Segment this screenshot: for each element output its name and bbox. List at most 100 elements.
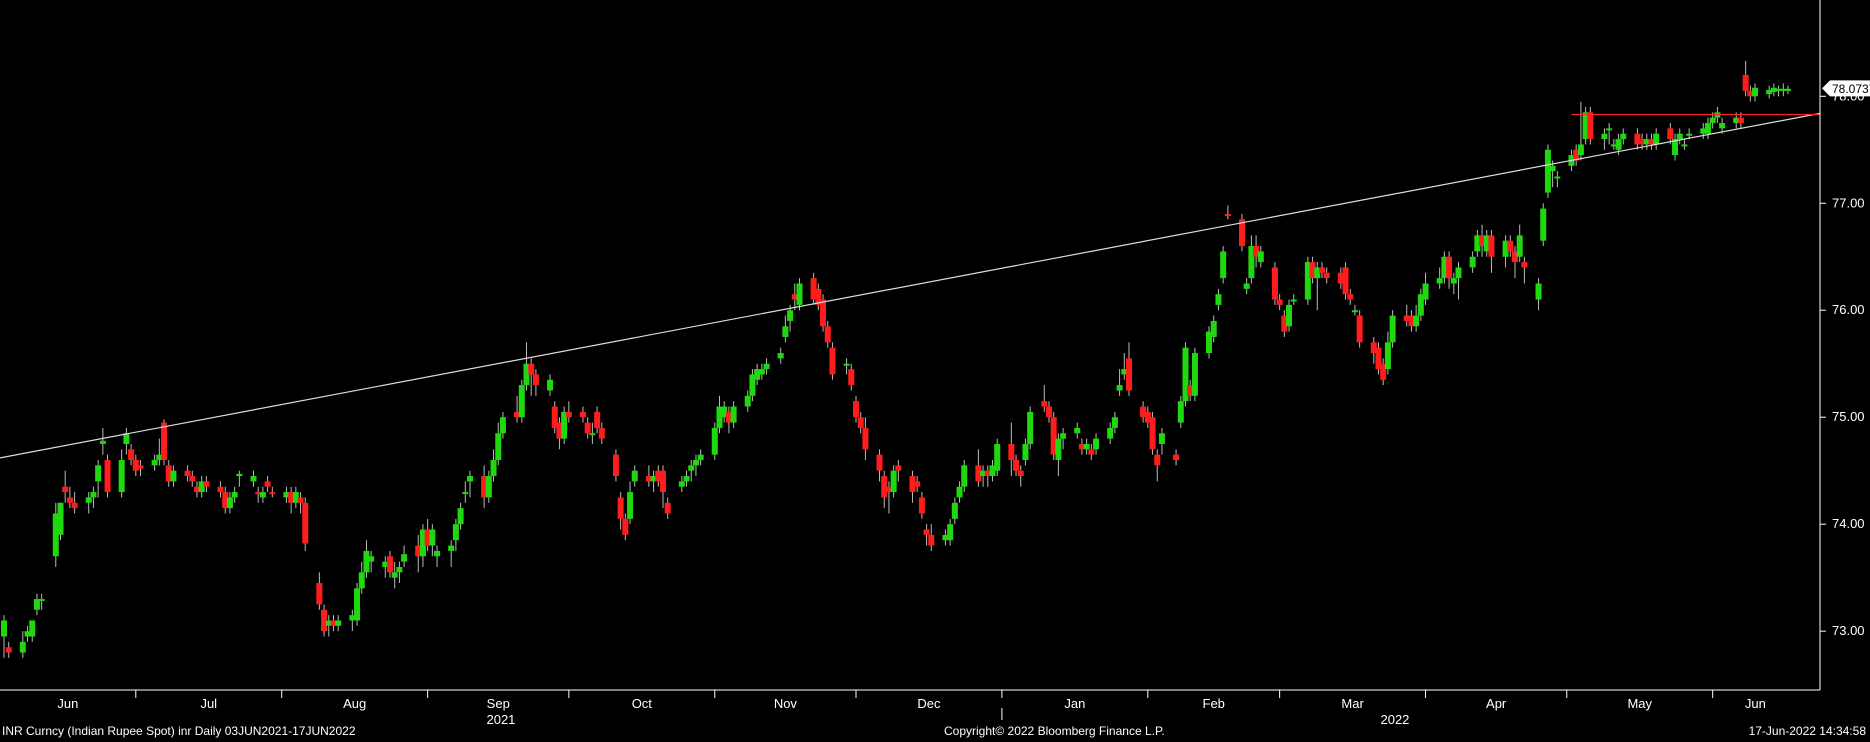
candle [151, 454, 158, 471]
candle-body [52, 513, 59, 557]
candle [269, 486, 276, 498]
candle [975, 449, 982, 487]
candle [1224, 205, 1231, 220]
candle-body [914, 481, 921, 487]
candle-body [951, 502, 958, 519]
x-month-label: Jun [57, 696, 78, 711]
last-price-badge-shape [1822, 80, 1870, 97]
candle [1770, 83, 1777, 97]
candle-body [579, 411, 586, 418]
candle-body [1013, 460, 1020, 471]
candle-body [782, 326, 789, 337]
candle-body [683, 476, 690, 482]
candle-body [424, 529, 431, 546]
candle [716, 395, 723, 434]
candle-body [255, 492, 262, 495]
candle [495, 422, 502, 466]
candle [763, 358, 770, 375]
candle-body [843, 363, 850, 366]
candle [622, 513, 629, 541]
candle [631, 465, 638, 487]
candle-body [1140, 406, 1147, 418]
candle [589, 422, 596, 444]
candle-body [1700, 128, 1707, 134]
candle-body [909, 476, 916, 493]
candle-body [1502, 240, 1509, 257]
x-month-label: May [1627, 696, 1652, 711]
candle-body [528, 363, 535, 375]
candle-body [1187, 385, 1194, 396]
candle-body [622, 518, 629, 535]
candle [1511, 246, 1518, 279]
candle [612, 449, 619, 482]
candle [1158, 427, 1165, 455]
candle [528, 358, 535, 396]
candle-body [226, 497, 233, 509]
candle-body [565, 411, 572, 418]
candle-body [547, 379, 554, 391]
candle [885, 481, 892, 514]
candle [467, 470, 474, 498]
candle-body [193, 486, 200, 493]
candle-body [391, 572, 398, 578]
candle [358, 561, 365, 594]
candle-body [1318, 267, 1325, 273]
candle-body [1384, 342, 1391, 370]
candle-body [1737, 117, 1744, 124]
candle [1483, 230, 1490, 257]
candle [429, 524, 436, 557]
candle-body [297, 497, 304, 503]
candle-body [984, 470, 991, 477]
candle-body [815, 288, 822, 305]
candle-body [1681, 144, 1688, 147]
candle [90, 486, 97, 509]
candle [1441, 251, 1448, 284]
candle-body [1436, 278, 1443, 284]
candle [193, 481, 200, 498]
candle [236, 470, 243, 487]
candle-body [1206, 331, 1213, 354]
candle-body [716, 406, 723, 428]
candle-body [1474, 235, 1481, 252]
candle [99, 427, 106, 455]
candle-body [1742, 74, 1749, 91]
candle [1742, 60, 1749, 97]
candle-body [1323, 272, 1330, 279]
candle-body [1111, 417, 1118, 428]
candle [1582, 106, 1589, 145]
candle [1271, 262, 1278, 305]
candle-body [961, 465, 968, 487]
candle-body [523, 363, 530, 386]
candle-body [415, 545, 422, 557]
candle-body [1, 620, 7, 637]
candle-body [419, 529, 426, 557]
candle-body [1210, 320, 1217, 337]
candle-body [128, 449, 135, 460]
candle-body [1149, 417, 1156, 450]
candle [203, 476, 210, 493]
candle [791, 283, 798, 311]
candle [961, 460, 968, 493]
candle [617, 492, 624, 530]
candle [951, 497, 958, 525]
candle [754, 363, 761, 386]
candle [1008, 422, 1015, 477]
candle-body [1177, 401, 1184, 423]
candle [918, 492, 925, 519]
candle [363, 540, 370, 578]
candle [368, 550, 375, 573]
candle-body [1704, 123, 1711, 134]
candle [490, 449, 497, 482]
candle [118, 449, 125, 498]
candle-body [1554, 176, 1561, 179]
candle-body [386, 556, 393, 573]
candle-body [457, 508, 464, 525]
candle [725, 406, 732, 434]
candle [1337, 267, 1344, 289]
footer-timestamp: 17-Jun-2022 14:34:58 [1748, 724, 1866, 738]
candle-body [1615, 139, 1622, 150]
candle-body [1511, 251, 1518, 263]
candle-body [617, 497, 624, 519]
candle [1422, 272, 1429, 305]
